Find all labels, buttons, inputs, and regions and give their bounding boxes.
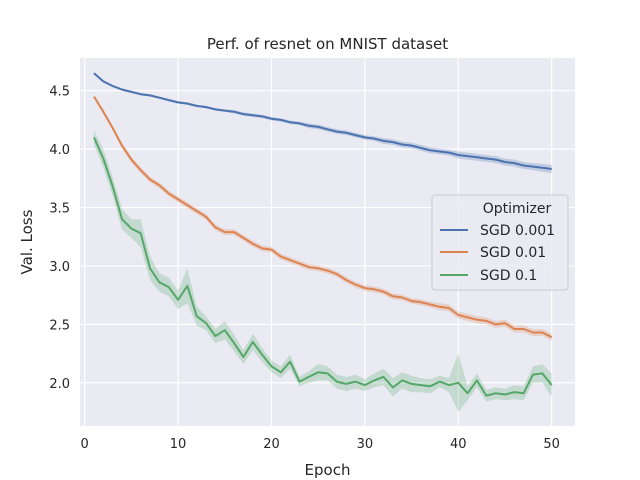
y-tick-label: 2.0	[49, 377, 70, 392]
legend-label-sgd-001: SGD 0.01	[480, 245, 546, 261]
x-tick-label: 10	[170, 437, 187, 452]
legend: Optimizer SGD 0.001 SGD 0.01 SGD 0.1	[431, 194, 569, 291]
y-tick-label: 4.5	[49, 85, 70, 100]
legend-title: Optimizer	[483, 201, 552, 217]
x-tick-label: 40	[450, 437, 467, 452]
series-line	[93, 136, 553, 397]
series-line	[93, 96, 553, 339]
y-axis-label: Val. Loss	[18, 209, 36, 274]
chart-title: Perf. of resnet on MNIST dataset	[207, 35, 448, 53]
x-tick-label: 0	[81, 437, 89, 452]
x-axis-label: Epoch	[305, 461, 351, 479]
legend-label-sgd-0001: SGD 0.001	[480, 223, 555, 239]
y-tick-label: 3.0	[49, 260, 70, 275]
y-tick-label: 4.0	[49, 143, 70, 158]
y-tick-labels: 2.0 2.5 3.0 3.5 4.0 4.5	[49, 85, 70, 392]
series-line	[93, 72, 552, 170]
y-tick-label: 2.5	[49, 318, 70, 333]
series-lines	[93, 72, 553, 397]
legend-box	[431, 194, 569, 291]
x-tick-label: 20	[263, 437, 280, 452]
x-tick-labels: 0 10 20 30 40 50	[81, 437, 560, 452]
x-tick-label: 30	[357, 437, 374, 452]
legend-label-sgd-01: SGD 0.1	[480, 268, 537, 284]
x-tick-label: 50	[543, 437, 560, 452]
y-tick-label: 3.5	[49, 202, 70, 217]
